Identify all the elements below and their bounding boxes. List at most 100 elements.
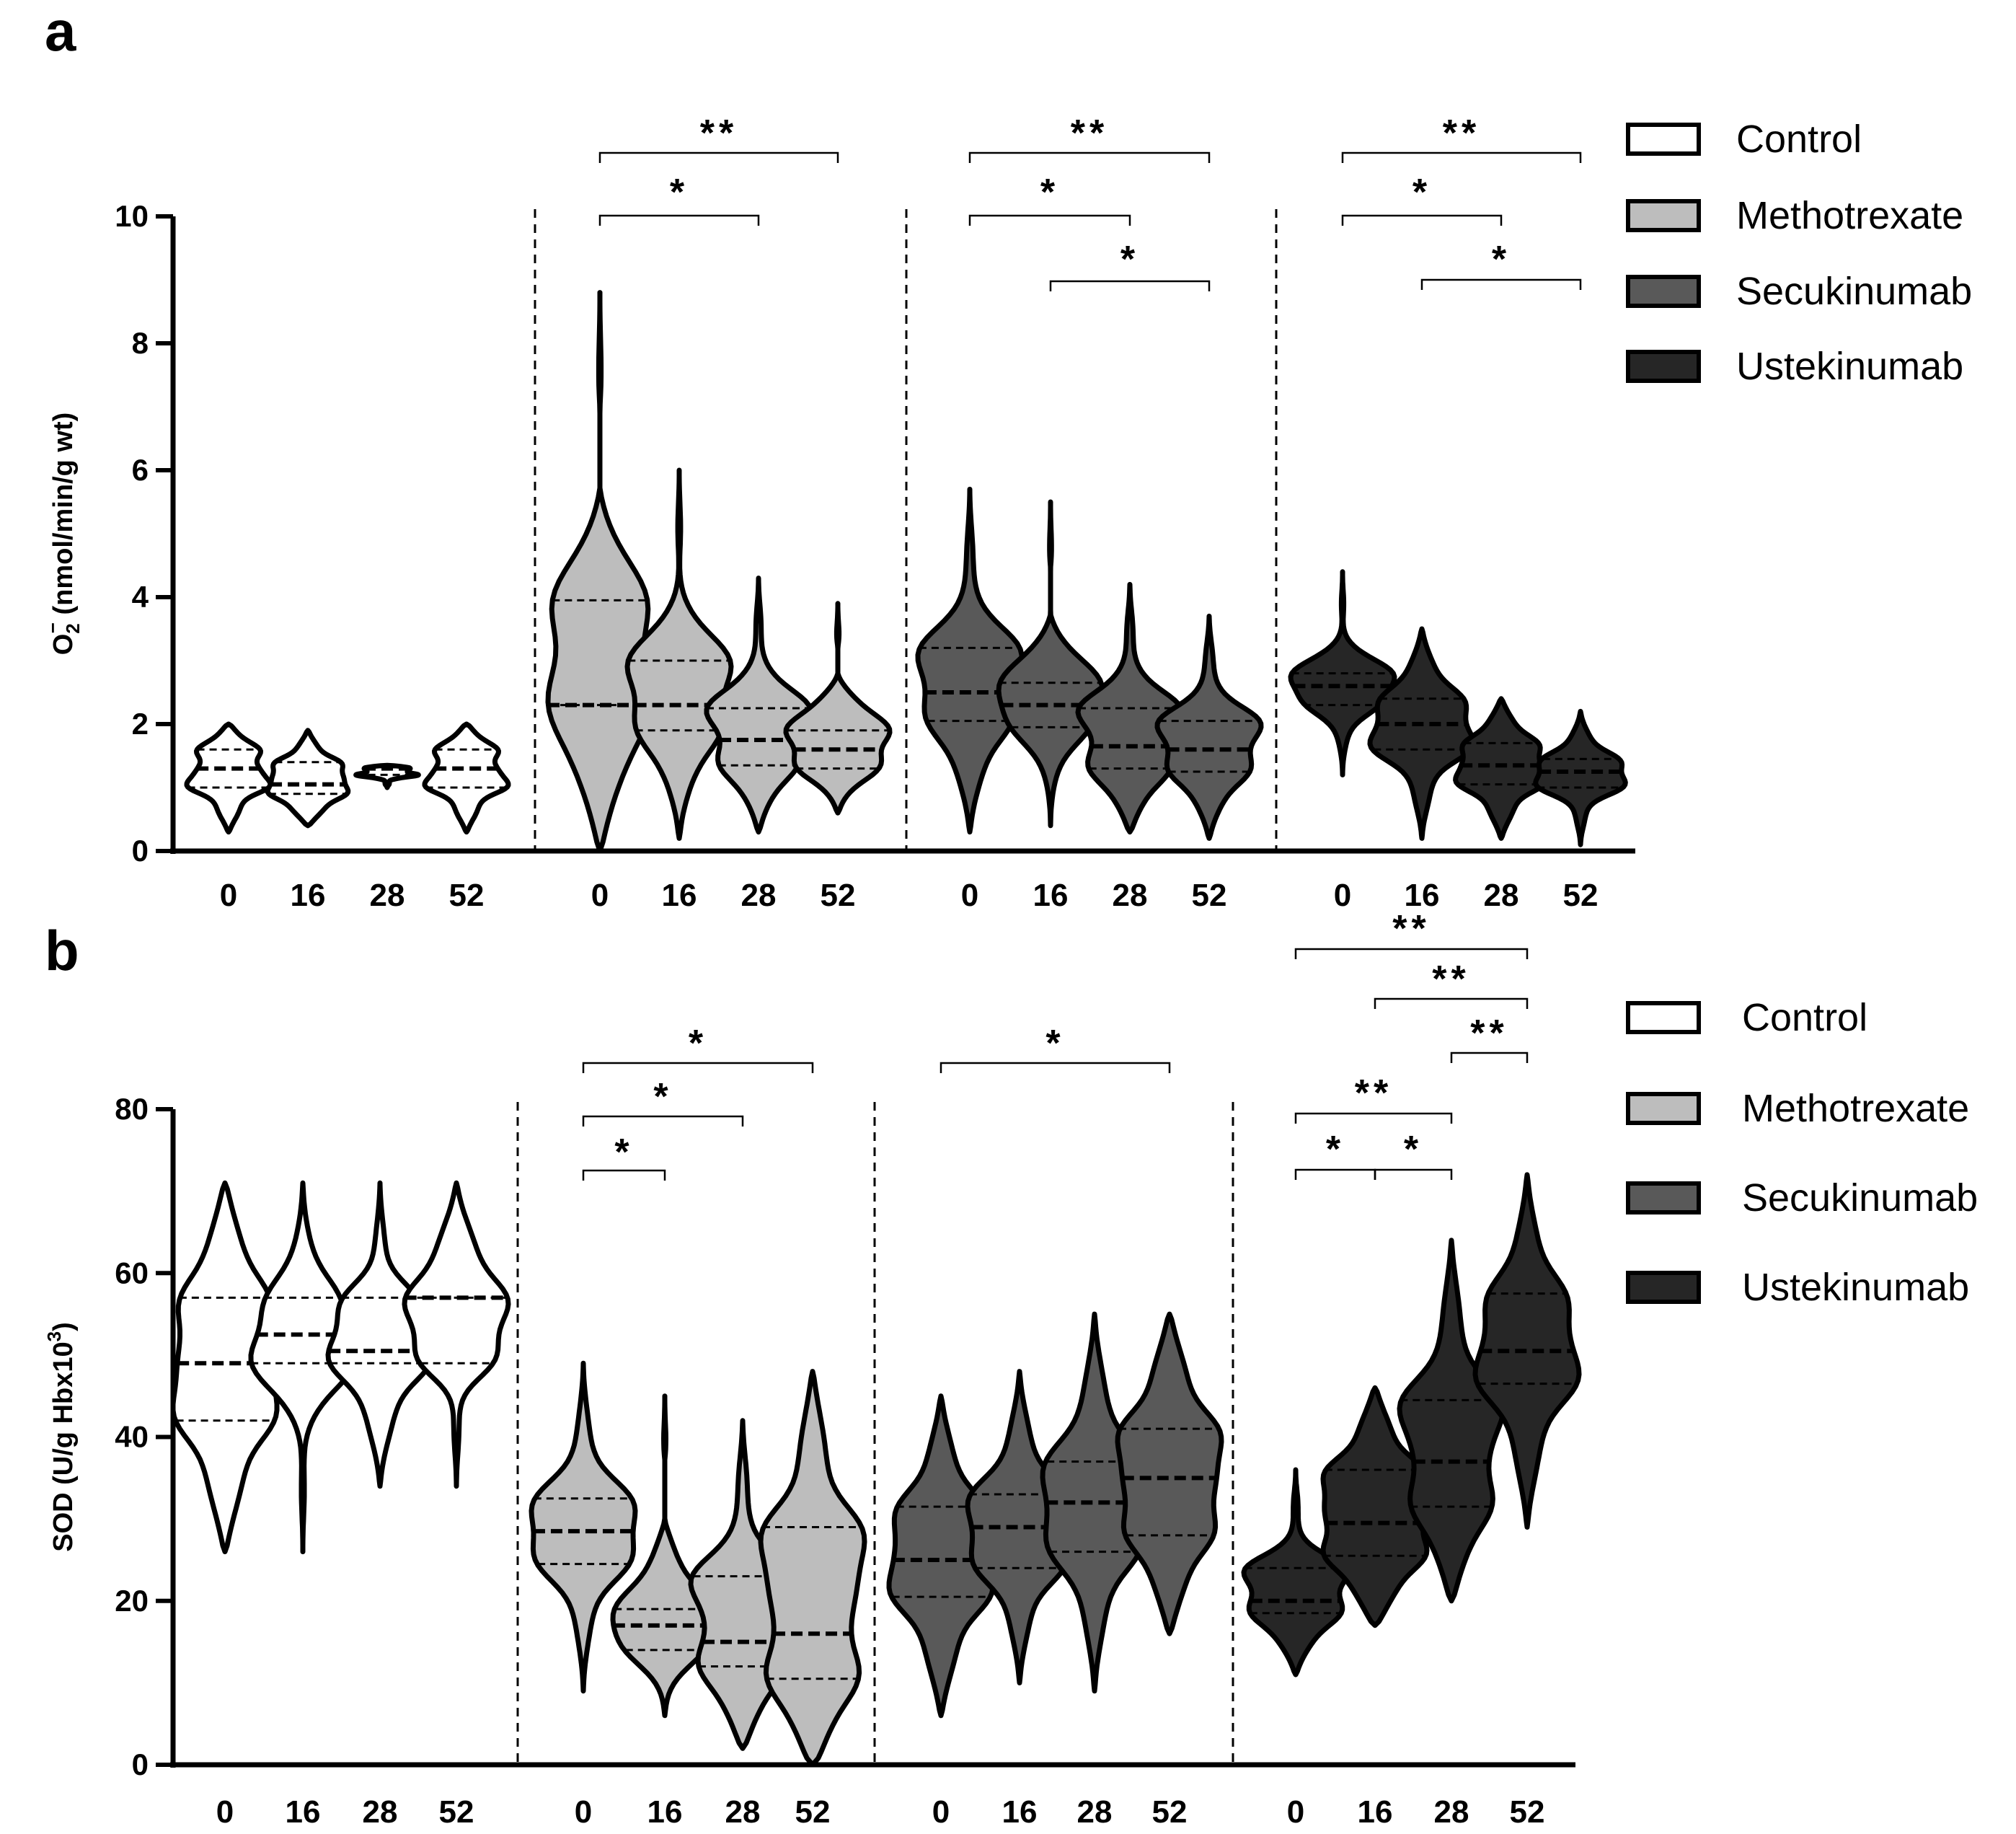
x-tick-label: 28: [1113, 878, 1148, 913]
legend-label-secukinumab: Secukinumab: [1742, 1176, 1978, 1220]
legend-swatch-ustekinumab: [1626, 350, 1701, 383]
violin-ustekinumab-0: [1241, 1467, 1350, 1678]
significance-bracket: [1294, 1168, 1376, 1180]
x-tick-label: 0: [591, 878, 609, 913]
legend-label-control: Control: [1742, 996, 1867, 1039]
significance-label: **: [1443, 113, 1480, 154]
x-tick-label: 28: [725, 1794, 761, 1830]
legend-swatch-secukinumab: [1626, 275, 1701, 308]
x-tick-label: 16: [1358, 1794, 1393, 1830]
significance-bracket: [1049, 280, 1211, 291]
significance-bracket: [968, 214, 1131, 226]
violin-control-28: [325, 1180, 435, 1489]
x-tick-label: 0: [932, 1794, 950, 1830]
violin-control-16: [248, 1180, 358, 1555]
x-tick-label: 52: [1563, 878, 1599, 913]
significance-bracket: [968, 151, 1211, 163]
y-tick-label: 0: [132, 834, 149, 868]
violin-secukinumab-16: [996, 499, 1105, 829]
significance-label: *: [689, 1023, 707, 1064]
x-tick-label: 0: [961, 878, 978, 913]
legend-swatch-methotrexate: [1626, 1092, 1701, 1125]
y-tick-label: 6: [132, 453, 149, 487]
y-axis-label: O2− (nmol/min/g wt): [42, 413, 84, 656]
x-tick-label: 52: [1192, 878, 1227, 913]
x-tick-label: 28: [1434, 1794, 1469, 1830]
violin-ustekinumab-52: [1533, 708, 1628, 847]
y-tick-label: 40: [115, 1420, 149, 1454]
x-tick-label: 16: [1405, 878, 1440, 913]
legend-swatch-control: [1626, 1001, 1701, 1034]
panel-b: b 0 20 40 60 80 SOD (U/g Hbx103) 0 16 28 52 0 16 28 52…: [43, 908, 1978, 1830]
x-tick-label: 28: [1484, 878, 1519, 913]
significance-bracket: [1294, 1112, 1453, 1124]
significance-label: *: [614, 1132, 633, 1173]
violin-methotrexate-28: [704, 576, 813, 835]
violin-secukinumab-0: [915, 486, 1025, 835]
y-tick-label: 60: [115, 1256, 149, 1289]
x-tick-label: 0: [575, 1794, 592, 1830]
x-tick-label: 16: [1033, 878, 1069, 913]
violin-control-28: [353, 762, 421, 790]
significance-label: *: [1045, 1023, 1064, 1064]
x-tick-label: 0: [216, 1794, 234, 1830]
violin-control-0: [170, 1180, 280, 1555]
legend-label-ustekinumab: Ustekinumab: [1736, 345, 1963, 388]
violin-methotrexate-16: [624, 467, 734, 841]
x-tick-label: 0: [220, 878, 237, 913]
significance-bracket: [1374, 1168, 1453, 1180]
violin-control-52: [422, 721, 511, 835]
significance-label: *: [1040, 172, 1059, 213]
violin-secukinumab-52: [1154, 613, 1264, 841]
significance-bracket: [1450, 1052, 1529, 1063]
violin-methotrexate-52: [758, 1369, 867, 1768]
violin-control-16: [265, 728, 351, 829]
y-tick-label: 8: [132, 326, 149, 360]
legend-swatch-secukinumab: [1626, 1181, 1701, 1214]
significance-label: **: [1392, 908, 1430, 950]
significance-label: *: [670, 172, 689, 213]
significance-bracket: [1341, 151, 1582, 163]
significance-label: **: [1470, 1013, 1508, 1054]
x-tick-label: 28: [1077, 1794, 1113, 1830]
significance-label: *: [653, 1076, 672, 1118]
x-tick-label: 28: [370, 878, 405, 913]
legend-label-secukinumab: Secukinumab: [1736, 270, 1972, 313]
violin-secukinumab-16: [965, 1369, 1074, 1685]
violin-secukinumab-28: [1040, 1311, 1149, 1694]
legend-label-control: Control: [1736, 118, 1862, 161]
significance-label: *: [1492, 239, 1511, 281]
y-tick-label: 2: [132, 707, 149, 741]
violin-control-52: [402, 1180, 511, 1489]
y-tick-label: 0: [132, 1747, 149, 1781]
x-tick-label: 52: [449, 878, 485, 913]
x-tick-label: 52: [795, 1794, 831, 1830]
significance-label: *: [1120, 239, 1139, 281]
x-tick-label: 52: [821, 878, 856, 913]
violin-ustekinumab-28: [1453, 696, 1549, 841]
x-tick-label: 16: [1002, 1794, 1038, 1830]
violin-ustekinumab-28: [1397, 1238, 1506, 1604]
legend-swatch-control: [1626, 123, 1701, 156]
x-tick-label: 52: [1510, 1794, 1545, 1830]
significance-bracket: [1374, 997, 1529, 1009]
violin-ustekinumab-16: [1367, 626, 1477, 841]
y-axis-label: SOD (U/g Hbx103): [43, 1322, 79, 1552]
x-tick-label: 28: [741, 878, 777, 913]
legend-label-methotrexate: Methotrexate: [1736, 194, 1963, 237]
x-tick-label: 52: [1152, 1794, 1188, 1830]
x-tick-label: 52: [439, 1794, 474, 1830]
significance-label: **: [1071, 113, 1108, 154]
x-tick-label: 16: [286, 1794, 321, 1830]
panel-a: a 0 2 4 6 8 10 O2− (nmol/min/g wt) 0 16 28 52 0 16 28 5…: [42, 0, 1972, 913]
violin-control-0: [184, 721, 273, 835]
panel-letter: b: [45, 919, 79, 982]
y-tick-label: 4: [132, 580, 149, 614]
x-tick-label: 0: [1334, 878, 1351, 913]
significance-label: *: [1326, 1129, 1345, 1171]
significance-bracket: [582, 1062, 814, 1073]
violin-secukinumab-52: [1115, 1311, 1224, 1636]
x-tick-label: 16: [647, 1794, 683, 1830]
significance-label: **: [1432, 958, 1469, 1000]
significance-bracket: [940, 1062, 1171, 1073]
